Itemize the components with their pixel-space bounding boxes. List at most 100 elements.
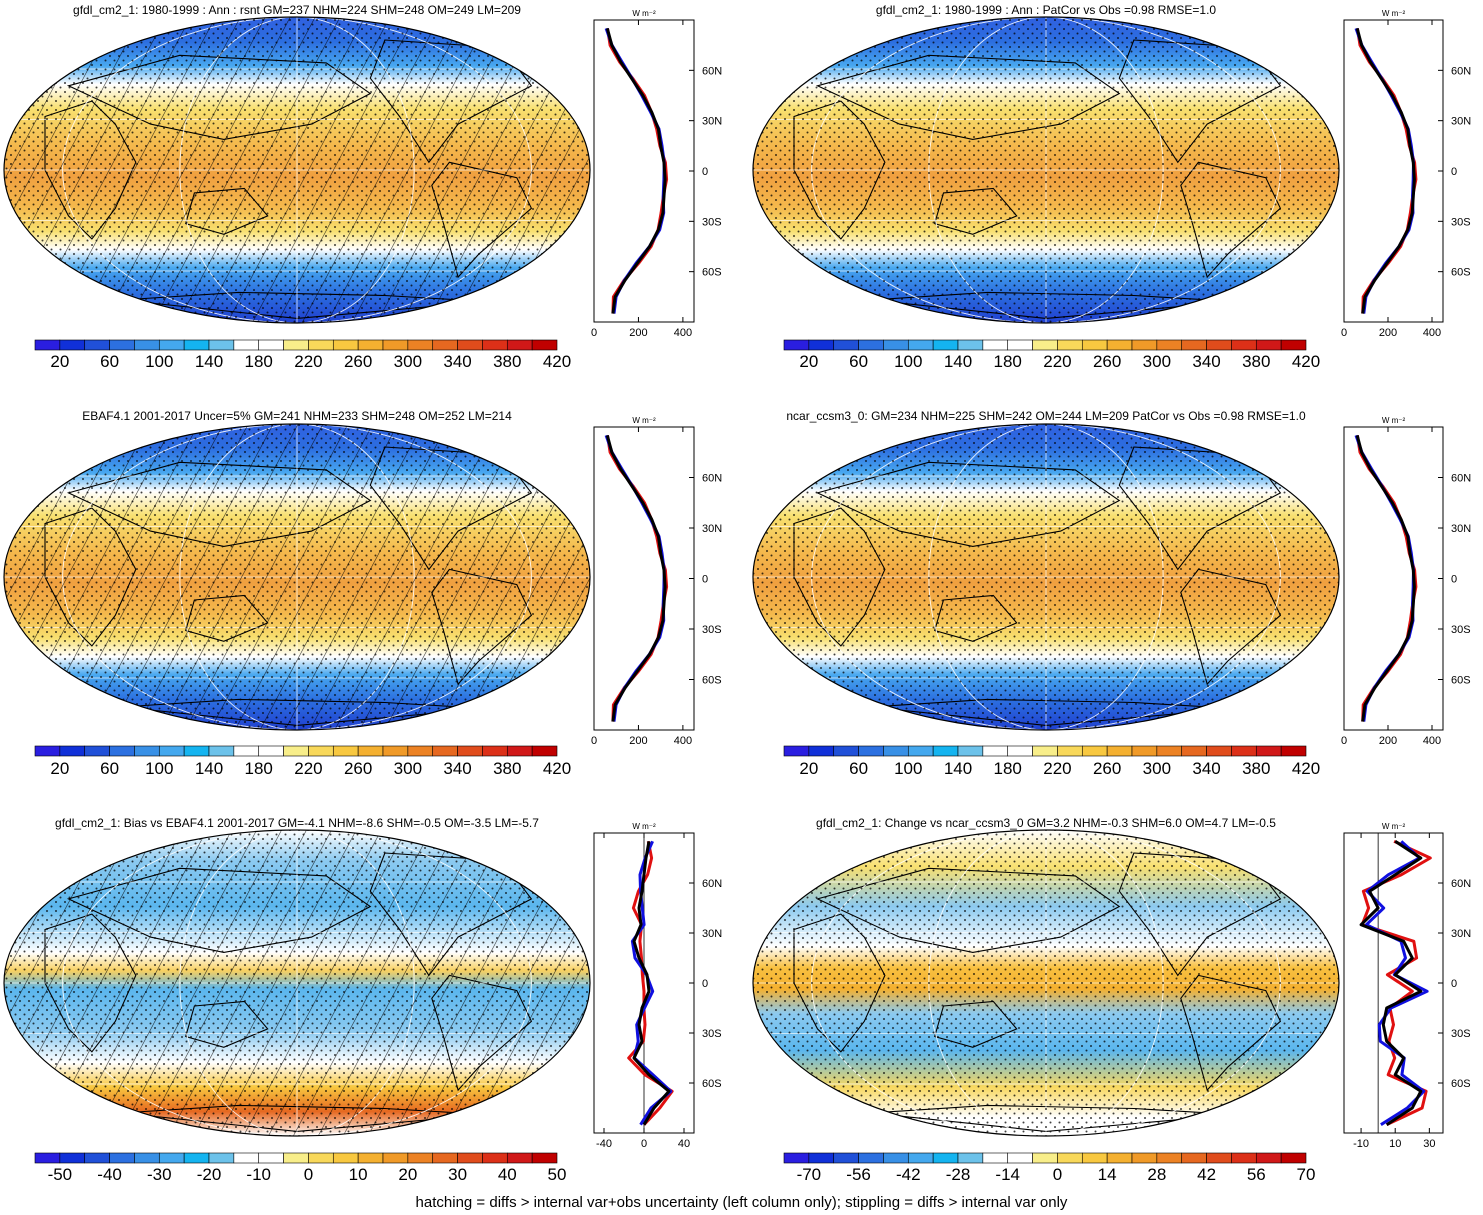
colorbar-label: 260 <box>1093 352 1121 371</box>
colorbar-label: 40 <box>498 1165 517 1184</box>
colorbar-swatch <box>1255 745 1282 757</box>
colorbar-label: 100 <box>145 759 173 778</box>
colorbar-label: 60 <box>849 759 868 778</box>
profile-unit: W m⁻² <box>632 9 656 18</box>
latitude-label: 60N <box>1451 65 1471 77</box>
colorbar-swatch <box>1131 745 1158 757</box>
colorbar-swatch <box>482 339 508 351</box>
colorbar-swatch <box>932 745 959 757</box>
latitude-label: 60S <box>1451 675 1471 687</box>
colorbar-label: 260 <box>344 352 372 371</box>
colorbar-swatch <box>382 1152 409 1164</box>
latitude-label: 30N <box>1451 523 1471 535</box>
colorbar-swatch <box>1057 339 1083 351</box>
colorbar-swatch <box>109 1152 135 1164</box>
latitude-label: 0 <box>1451 166 1457 178</box>
latitude-label: 0 <box>1451 574 1457 586</box>
colorbar-label: 380 <box>493 352 521 371</box>
colorbar-label: 180 <box>994 759 1022 778</box>
colorbar-label: 20 <box>799 352 818 371</box>
colorbar-swatch <box>258 339 284 351</box>
map-obs-clim <box>4 424 590 730</box>
colorbar-swatch <box>833 1152 859 1164</box>
colorbar-swatch <box>59 339 86 351</box>
colorbar-label: 0 <box>304 1165 313 1184</box>
colorbar-label: 420 <box>543 759 571 778</box>
colorbar-swatch <box>1181 1152 1207 1164</box>
stippling <box>753 424 1339 730</box>
colorbar-swatch <box>134 1152 160 1164</box>
colorbar-swatch <box>158 339 185 351</box>
colorbar-label: 56 <box>1247 1165 1266 1184</box>
colorbar-swatch <box>1007 1152 1033 1164</box>
colorbar-swatch <box>982 1152 1009 1164</box>
zonal-profile: W m⁻² 60N 30N 0 30S 60S 0 200 400 <box>1341 9 1471 339</box>
colorbar-label: 180 <box>245 759 273 778</box>
profile-tick-label: 200 <box>629 327 647 339</box>
colorbar-label: -20 <box>197 1165 222 1184</box>
colorbar-label: 300 <box>394 759 422 778</box>
colorbar-swatch <box>982 745 1009 757</box>
colorbar-label: -42 <box>896 1165 921 1184</box>
colorbar-swatch <box>957 745 984 757</box>
profile-unit: W m⁻² <box>1382 822 1406 831</box>
map-border <box>752 829 1340 1137</box>
profile-tick-label: 400 <box>674 327 692 339</box>
colorbar-swatch <box>1106 1152 1133 1164</box>
colorbar-swatch <box>506 1152 533 1164</box>
colorbar-label: 20 <box>50 352 69 371</box>
colorbar-swatch <box>357 1152 384 1164</box>
colorbar-swatch <box>308 1152 334 1164</box>
panel-title: gfdl_cm2_1: 1980-1999 : Ann : PatCor vs … <box>876 3 1217 17</box>
profile-tick-label: 400 <box>1423 735 1441 747</box>
latitude-label: 60N <box>702 878 722 890</box>
zonal-profile: W m⁻² 60N 30N 0 30S 60S -10 10 30 <box>1343 822 1471 1150</box>
panel-title: gfdl_cm2_1: 1980-1999 : Ann : rsnt GM=23… <box>73 3 521 17</box>
profile-tick-label: 200 <box>1379 735 1397 747</box>
colorbar-swatch <box>134 339 160 351</box>
colorbar-swatch <box>84 745 110 757</box>
colorbar-label: 340 <box>1192 759 1220 778</box>
profile-tick-label: 40 <box>678 1138 690 1150</box>
colorbar-swatch <box>482 745 508 757</box>
profile-tick-label: 0 <box>591 327 597 339</box>
colorbar: -70 -56 -42 -28 -14 0 14 28 42 56 70 <box>783 1152 1315 1184</box>
colorbar-swatch <box>258 745 284 757</box>
colorbar-swatch <box>907 1152 934 1164</box>
colorbar-label: 380 <box>1242 759 1270 778</box>
colorbar-label: 340 <box>443 759 471 778</box>
colorbar-swatch <box>1181 339 1207 351</box>
latitude-label: 60N <box>702 65 722 77</box>
latitude-label: 30N <box>702 928 722 940</box>
profile-tick-label: 200 <box>629 735 647 747</box>
latitude-label: 60S <box>1451 267 1471 279</box>
colorbar-swatch <box>1280 745 1307 757</box>
colorbar-swatch <box>1156 339 1183 351</box>
colorbar-swatch <box>907 339 934 351</box>
panel-title: gfdl_cm2_1: Change vs ncar_ccsm3_0 GM=3.… <box>816 816 1276 830</box>
colorbar-swatch <box>1131 1152 1158 1164</box>
colorbar-swatch <box>1106 745 1133 757</box>
zonal-profile: W m⁻² 60N 30N 0 30S 60S -40 0 40 <box>593 822 722 1150</box>
colorbar-swatch <box>1231 745 1257 757</box>
colorbar-label: 420 <box>1292 352 1320 371</box>
latitude-label: 30S <box>1451 624 1471 636</box>
profile-tick-label: 0 <box>1341 735 1347 747</box>
profile-line-mean <box>605 435 667 722</box>
colorbar-swatch <box>506 339 533 351</box>
colorbar-label: 60 <box>849 352 868 371</box>
colorbar-swatch <box>233 745 260 757</box>
colorbar-swatch <box>233 1152 260 1164</box>
latitude-label: 30N <box>1451 928 1471 940</box>
colorbar-swatch <box>208 1152 235 1164</box>
colorbar-swatch <box>208 745 235 757</box>
colorbar-label: 180 <box>994 352 1022 371</box>
map-border <box>3 423 591 731</box>
colorbar-label: 140 <box>944 759 972 778</box>
panel-obs-clim: EBAF4.1 2001-2017 Uncer=5% GM=241 NHM=23… <box>3 409 722 778</box>
colorbar-swatch <box>1007 745 1033 757</box>
colorbar-swatch <box>84 339 110 351</box>
colorbar-label: -30 <box>147 1165 172 1184</box>
colorbar-swatch <box>357 339 384 351</box>
